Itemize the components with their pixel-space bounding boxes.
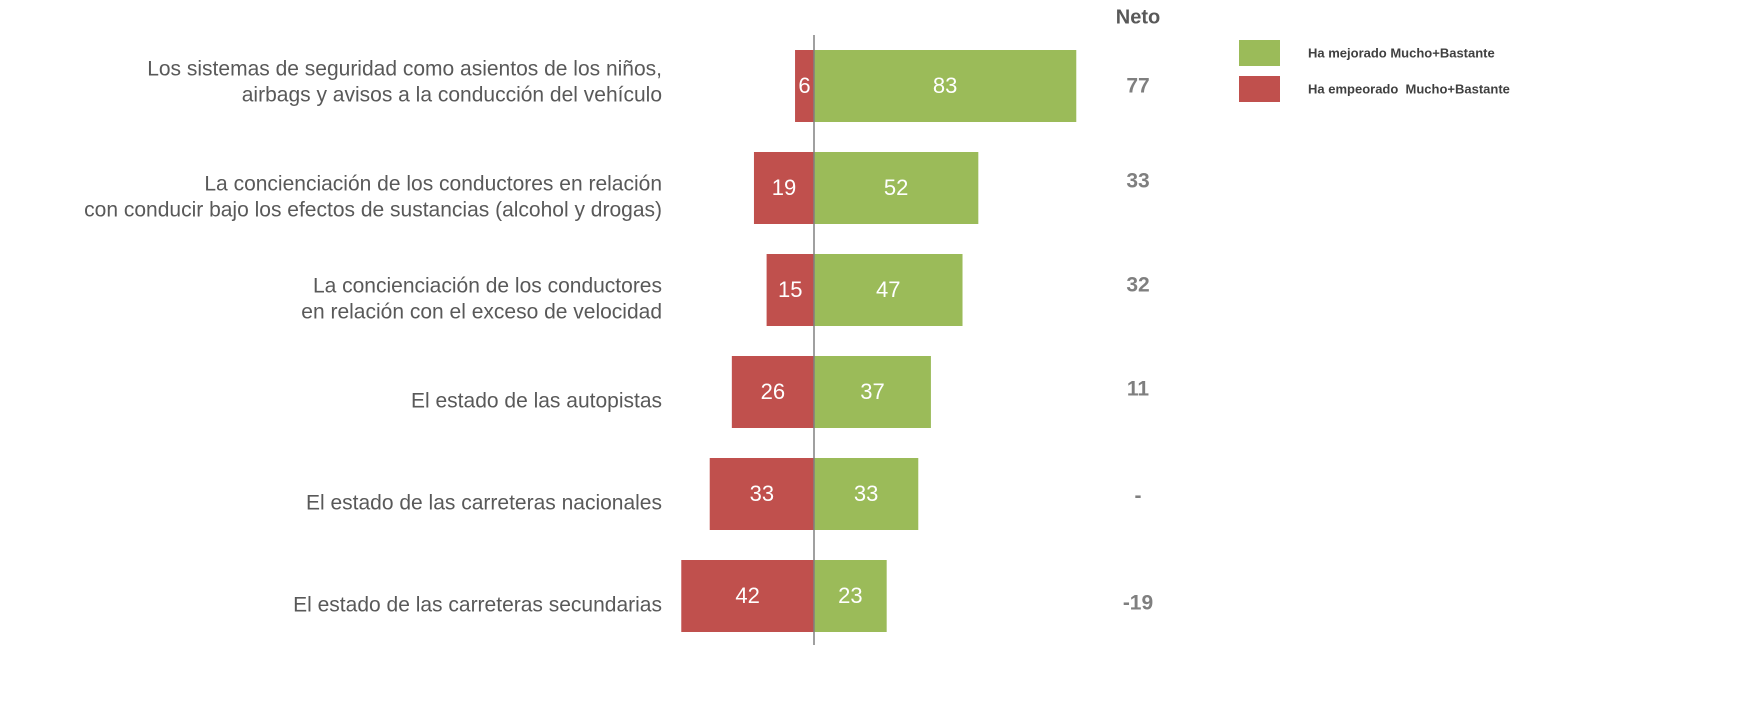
net-label: 11 [1127,378,1150,401]
bar [709,458,814,530]
net-label: 32 [1126,274,1149,297]
bar-label: 19 [772,175,796,200]
bar [814,50,1077,122]
legend-label: Ha empeorado Mucho+Bastante [1308,81,1510,96]
bar-label: 37 [860,379,884,404]
net-label: 77 [1126,75,1149,98]
bar [814,560,887,632]
bar-label: 52 [884,175,908,200]
legend-swatch [1239,76,1280,102]
bar-label: 83 [933,73,957,98]
net-label: 33 [1126,170,1149,193]
bar [681,560,814,632]
bar-label: 47 [876,277,900,302]
bar [795,50,814,122]
category-label: El estado de las autopistas [411,390,662,413]
legend-swatch [1239,40,1280,66]
bar [731,356,814,428]
bar-label: 15 [778,277,802,302]
bar-label: 42 [735,583,759,608]
bar [766,254,814,326]
category-label: airbags y avisos a la conducción del veh… [242,84,662,107]
bar [814,356,931,428]
net-label: -19 [1123,592,1153,615]
category-label: El estado de las carreteras secundarias [293,594,662,617]
bar-label: 6 [798,73,810,98]
category-label: Los sistemas de seguridad como asientos … [147,58,662,81]
bar [753,152,814,224]
legend-label: Ha mejorado Mucho+Bastante [1308,45,1495,60]
bar [814,254,963,326]
net-label: - [1135,485,1142,508]
net-title: Neto [1116,6,1160,28]
bar-label: 33 [750,481,774,506]
category-label: con conducir bajo los efectos de sustanc… [84,199,662,222]
category-label: El estado de las carreteras nacionales [306,492,662,515]
bar-label: 33 [854,481,878,506]
bar-label: 26 [761,379,785,404]
bar [814,152,979,224]
bar-label: 23 [838,583,862,608]
bar [814,458,919,530]
category-label: en relación con el exceso de velocidad [301,301,662,324]
category-label: La concienciación de los conductores en … [204,173,662,196]
category-label: La concienciación de los conductores [313,275,662,298]
